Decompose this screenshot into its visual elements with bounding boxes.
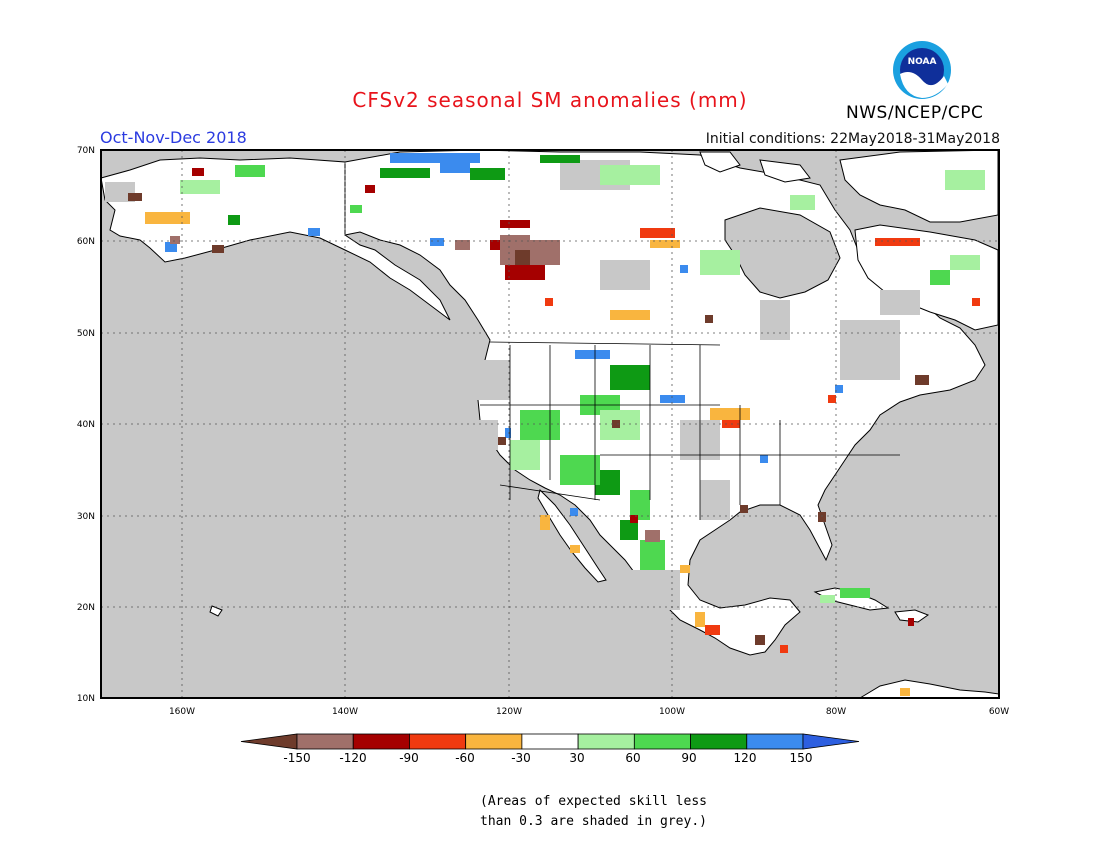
map-frame-group (100, 149, 1000, 699)
labrador-landmass (854, 224, 999, 331)
lon-label: 140W (332, 707, 358, 717)
legend-tick: 30 (569, 751, 584, 765)
legend-tick: -60 (455, 751, 475, 765)
legend-tick: 150 (790, 751, 813, 765)
legend-tick: -30 (511, 751, 531, 765)
legend-color-box (746, 733, 804, 750)
lat-label: 70N (77, 146, 95, 156)
lon-label: 100W (659, 707, 685, 717)
lat-label: 50N (77, 329, 95, 339)
legend-tick-labels: -150 -120 -90 -60 -30 30 60 90 120 150 (283, 751, 812, 765)
legend-color-box (577, 733, 635, 750)
lon-label: 60W (989, 707, 1009, 717)
arctic-island-2 (759, 159, 811, 183)
legend-color-box (409, 733, 467, 750)
legend-tick: 120 (734, 751, 757, 765)
legend-color-box (521, 733, 579, 750)
legend-color-box (633, 733, 691, 750)
season-label: Oct-Nov-Dec 2018 (100, 128, 247, 147)
legend-color-box (296, 733, 354, 750)
hawaii-islands (209, 605, 223, 617)
latitude-labels: 70N 60N 50N 40N 30N 20N 10N (77, 146, 95, 704)
lat-label: 60N (77, 237, 95, 247)
lon-label: 120W (496, 707, 522, 717)
initial-conditions-label: Initial conditions: 22May2018-31May2018 (705, 131, 1000, 147)
map-title: CFSv2 seasonal SM anomalies (mm) (352, 88, 748, 112)
legend-tick: -120 (339, 751, 366, 765)
legend-bar (240, 733, 860, 750)
hispaniola-island (894, 609, 930, 623)
noaa-logo: NOAA (893, 41, 951, 99)
arctic-island-1 (699, 151, 741, 173)
legend-color-box (352, 733, 410, 750)
skill-note-line-2: than 0.3 are shaded in grey.) (480, 814, 707, 829)
lon-label: 160W (169, 707, 195, 717)
noaa-logo-text: NOAA (908, 57, 937, 67)
legend-tick: -150 (283, 751, 310, 765)
legend-tick: 90 (681, 751, 696, 765)
longitude-labels: 160W 140W 120W 100W 80W 60W (169, 707, 1009, 717)
legend-color-box (465, 733, 523, 750)
lat-label: 20N (77, 603, 95, 613)
legend-color-box (690, 733, 748, 750)
lon-label: 80W (826, 707, 846, 717)
lat-label: 40N (77, 420, 95, 430)
alaska-landmass (100, 157, 451, 321)
lat-label: 10N (77, 694, 95, 704)
state-boundaries (480, 341, 900, 520)
legend-tick: -90 (399, 751, 419, 765)
legend-tick: 60 (625, 751, 640, 765)
map-border (100, 149, 1000, 699)
agency-label: NWS/NCEP/CPC (846, 103, 984, 123)
legend-arrow-low (240, 733, 298, 750)
legend-arrow-high (802, 733, 860, 750)
graticule (101, 150, 999, 698)
skill-note: (Areas of expected skill less than 0.3 a… (480, 792, 740, 832)
lat-label: 30N (77, 512, 95, 522)
skill-note-line-1: (Areas of expected skill less (480, 794, 707, 809)
